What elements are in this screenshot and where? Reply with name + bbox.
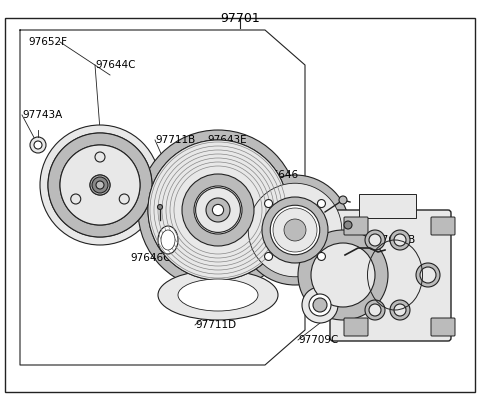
Circle shape [264,200,273,208]
Circle shape [95,152,105,162]
FancyBboxPatch shape [431,318,455,336]
Text: 97709C: 97709C [298,335,338,345]
Circle shape [284,219,306,241]
Circle shape [30,137,46,153]
FancyBboxPatch shape [344,217,368,235]
Circle shape [138,130,298,290]
FancyBboxPatch shape [431,217,455,235]
Text: 97680C: 97680C [375,210,415,220]
Text: 97743A: 97743A [22,110,62,120]
Circle shape [34,141,42,149]
Text: 97644C: 97644C [95,60,135,70]
Circle shape [240,175,350,285]
FancyBboxPatch shape [359,194,416,218]
Circle shape [71,194,81,204]
Circle shape [119,194,129,204]
Circle shape [369,304,381,316]
Text: 97652B: 97652B [375,235,415,245]
Text: 97643E: 97643E [207,135,247,145]
Circle shape [298,230,388,320]
Circle shape [394,304,406,316]
Circle shape [95,180,105,190]
FancyBboxPatch shape [330,210,451,341]
Circle shape [92,177,108,193]
Circle shape [262,197,328,263]
Text: 97646C: 97646C [130,253,170,263]
Circle shape [273,208,317,252]
Circle shape [390,300,410,320]
FancyBboxPatch shape [5,18,475,392]
Circle shape [212,204,224,216]
Ellipse shape [161,230,175,250]
Circle shape [311,243,375,307]
Circle shape [60,145,140,225]
Ellipse shape [158,226,178,254]
Text: 97711D: 97711D [195,320,236,330]
Circle shape [182,174,254,246]
Circle shape [148,140,288,280]
Circle shape [90,175,110,195]
Circle shape [309,294,331,316]
Text: 97646: 97646 [265,170,298,180]
Circle shape [317,200,325,208]
FancyBboxPatch shape [344,318,368,336]
Ellipse shape [158,270,278,320]
Circle shape [194,186,242,234]
Text: 97701: 97701 [220,12,260,25]
Text: 97652F: 97652F [28,37,67,47]
Text: 97711B: 97711B [155,135,195,145]
Circle shape [48,133,152,237]
Ellipse shape [178,279,258,311]
Circle shape [339,196,347,204]
Circle shape [344,221,352,229]
Circle shape [157,204,163,210]
Circle shape [148,140,288,280]
Circle shape [416,263,440,287]
Circle shape [420,267,436,283]
Circle shape [365,230,385,250]
Circle shape [270,205,320,255]
Circle shape [248,183,342,277]
Circle shape [40,125,160,245]
Circle shape [90,175,110,195]
Circle shape [264,252,273,260]
Circle shape [369,234,381,246]
Circle shape [96,181,104,189]
Text: 97716B: 97716B [290,265,330,275]
Circle shape [48,133,152,237]
Circle shape [206,198,230,222]
Circle shape [365,300,385,320]
Circle shape [313,298,327,312]
Circle shape [60,145,140,225]
Circle shape [317,252,325,260]
Circle shape [390,230,410,250]
Circle shape [394,234,406,246]
Circle shape [196,188,240,232]
Circle shape [302,287,338,323]
